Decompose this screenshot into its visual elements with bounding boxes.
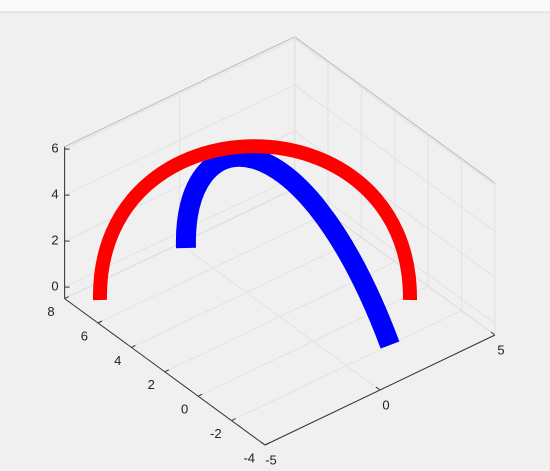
x-tick-label: 5 [497,342,504,357]
y-tick-label: 2 [148,377,155,392]
y-tick-mark [164,369,170,373]
y-tick-mark [64,296,69,300]
z-tick-label: 4 [51,187,58,202]
y-tick-mark [97,320,103,324]
z-tick-label: 6 [51,141,58,156]
blue-ribbon [175,146,400,349]
grid-line [231,310,462,422]
labels: -5 0 5 -4 -2 0 2 4 6 8 0 2 4 6 [47,141,504,468]
grid-line [97,212,329,324]
x-tick-label: 0 [382,397,389,412]
toolbar-strip [0,0,550,12]
grid-line [64,84,295,196]
x-axis [264,334,496,446]
y-tick-mark [197,393,203,397]
grid-line [294,38,496,186]
y-tick-label: 6 [81,328,88,343]
y-tick-label: 8 [47,304,54,319]
z-tick-label: 0 [51,279,58,294]
y-axis [64,298,266,446]
red-ribbon [92,139,418,301]
y-tick-label: -2 [210,426,222,441]
grid-line [294,84,496,232]
ribbons [92,139,418,349]
z-tick-label: 2 [51,233,58,248]
grid-group [64,36,496,446]
grid-line [131,236,362,348]
grid-line [294,176,496,324]
y-tick-label: 4 [114,353,121,368]
x-tick-mark [375,386,381,391]
x-tick-mark [490,331,496,336]
grid-line [64,38,295,150]
y-tick-mark [131,344,136,348]
y-tick-label: -4 [243,450,255,465]
y-tick-label: 0 [181,402,188,417]
y-tick-mark [231,418,236,422]
x-tick-label: -5 [265,452,277,467]
grid-line [197,285,429,397]
